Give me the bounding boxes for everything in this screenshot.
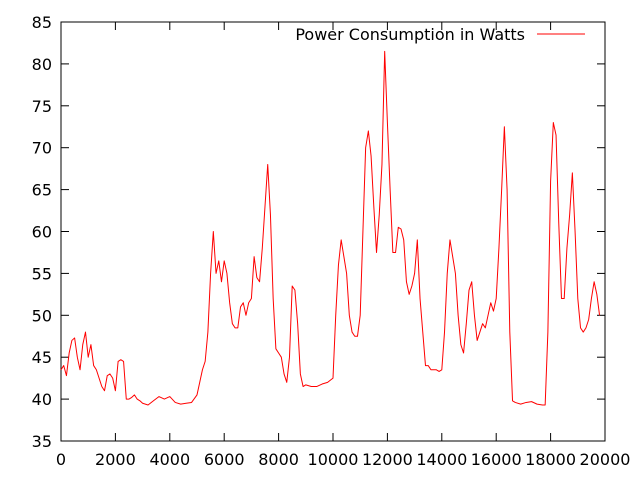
y-tick-label: 40 xyxy=(32,390,52,409)
x-axis: 0 2000 4000 6000 8000 10000 12000 14000 16000 180… xyxy=(56,22,631,469)
series-layer xyxy=(60,50,601,406)
y-tick-label: 60 xyxy=(32,223,52,242)
legend-label: Power Consumption in Watts xyxy=(295,25,525,44)
y-tick-label: 45 xyxy=(32,348,52,367)
y-tick-label: 80 xyxy=(32,55,52,74)
y-tick-label: 85 xyxy=(32,13,52,32)
y-tick-label: 70 xyxy=(32,139,52,158)
x-tick-label: 2000 xyxy=(95,450,136,469)
series-line-0 xyxy=(60,50,601,406)
y-tick-label: 55 xyxy=(32,264,52,283)
x-tick-label: 20000 xyxy=(580,450,631,469)
y-tick-label: 75 xyxy=(32,97,52,116)
x-tick-label: 10000 xyxy=(308,450,359,469)
y-tick-label: 35 xyxy=(32,432,52,451)
y-tick-label: 50 xyxy=(32,306,52,325)
y-axis: 35 40 45 50 55 60 65 70 75 80 85 xyxy=(32,13,605,451)
x-tick-label: 8000 xyxy=(258,450,299,469)
x-tick-label: 4000 xyxy=(149,450,190,469)
x-tick-label: 18000 xyxy=(525,450,576,469)
x-tick-label: 0 xyxy=(56,450,66,469)
legend: Power Consumption in Watts xyxy=(295,25,585,44)
x-tick-label: 6000 xyxy=(204,450,245,469)
x-tick-label: 16000 xyxy=(471,450,522,469)
x-tick-label: 14000 xyxy=(416,450,467,469)
x-tick-label: 12000 xyxy=(362,450,413,469)
y-tick-label: 65 xyxy=(32,181,52,200)
